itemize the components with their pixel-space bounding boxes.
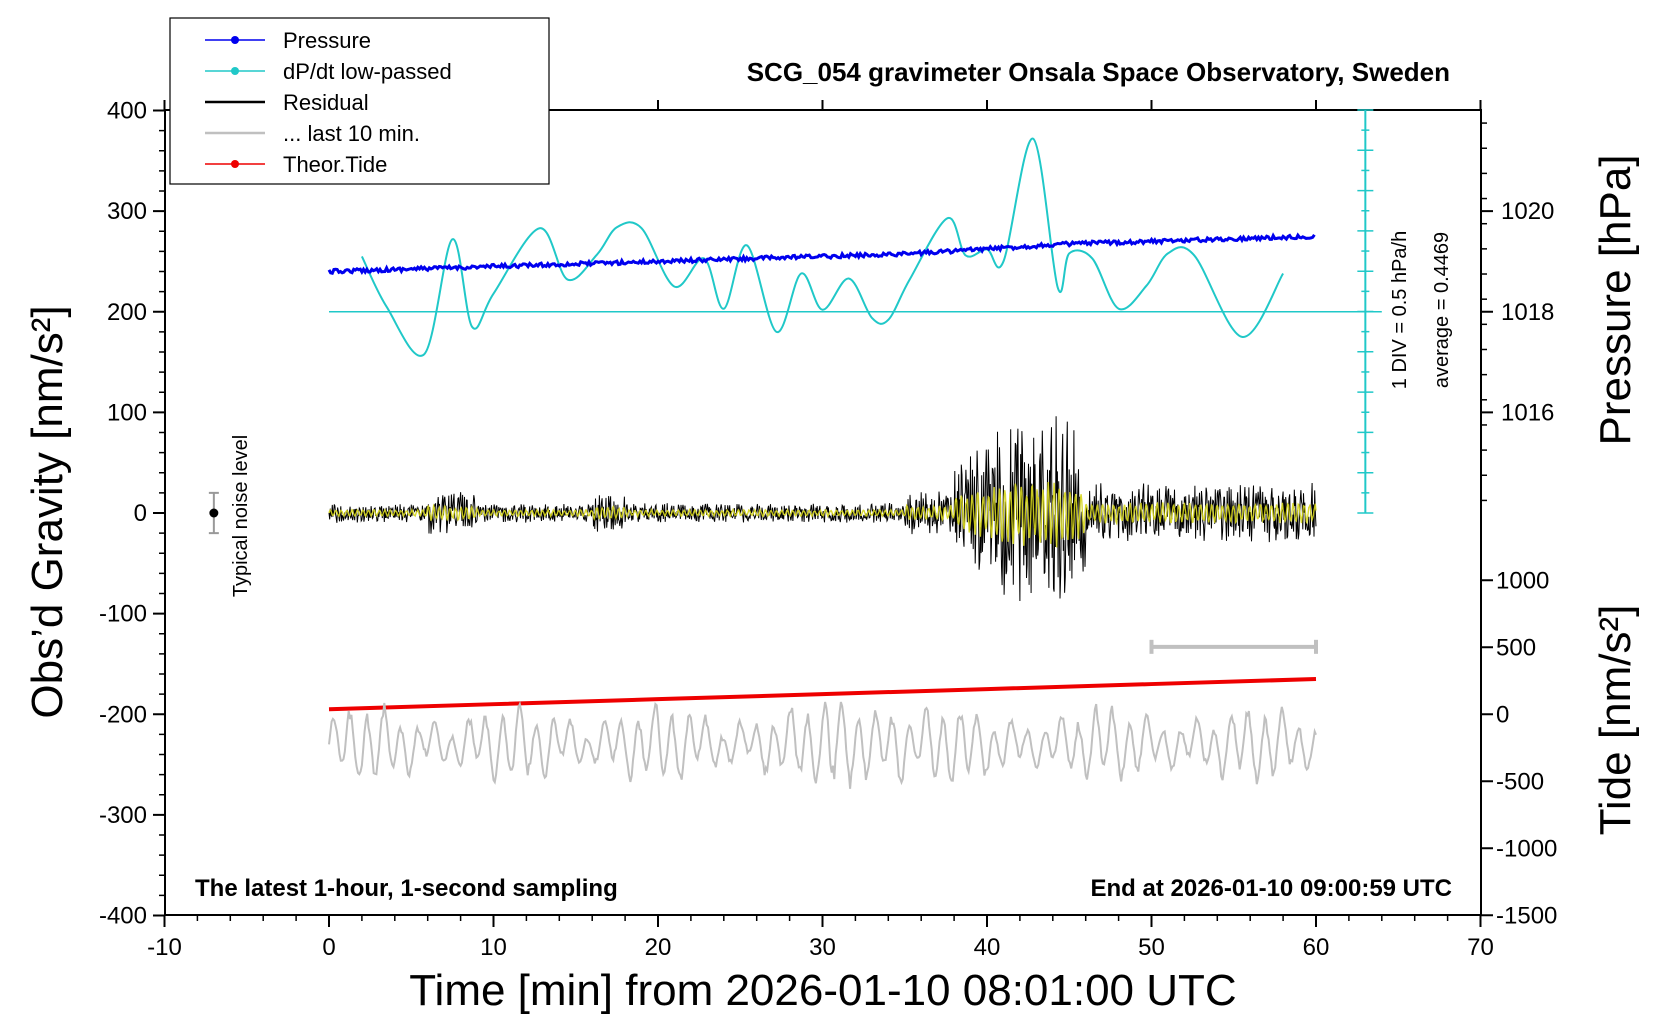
pressure-tick-label: 1018: [1501, 299, 1554, 326]
bottom-left-note: The latest 1-hour, 1-second sampling: [195, 875, 618, 902]
noise-level-label: Typical noise level: [230, 435, 252, 597]
tide-tick-label: 0: [1496, 701, 1509, 728]
tide-tick-label: 1000: [1496, 567, 1549, 594]
x-tick-label: 70: [1467, 934, 1494, 961]
tide-tick-label: -1500: [1496, 902, 1557, 929]
bottom-right-note: End at 2026-01-10 09:00:59 UTC: [1091, 875, 1453, 902]
x-axis-title: Time [min] from 2026-01-10 08:01:00 UTC: [409, 966, 1236, 1015]
left-tick-label: 0: [134, 500, 147, 527]
left-axis-title: Obs’d Gravity [nm/s²]: [23, 305, 72, 718]
x-tick-label: 60: [1303, 934, 1330, 961]
x-tick-label: 0: [322, 934, 335, 961]
tide-line: [328, 677, 1317, 712]
residual-filtered-line: [328, 481, 1317, 548]
tide-tick-label: -500: [1496, 768, 1544, 795]
left-tick-label: -100: [99, 601, 147, 628]
chart-title: SCG_054 gravimeter Onsala Space Observat…: [747, 57, 1450, 87]
left-tick-label: 400: [107, 98, 147, 125]
legend-marker: [231, 160, 239, 168]
left-tick-label: 300: [107, 198, 147, 225]
legend-marker: [231, 67, 239, 75]
tide-tick-label: -1000: [1496, 835, 1557, 862]
axis-ticks: -10 0 10 20 30 40 50 60 704003002001000-100-200-…: [99, 98, 1557, 962]
pressure-tick-label: 1016: [1501, 399, 1554, 426]
x-tick-label: 40: [974, 934, 1001, 961]
last-10-min-line: [328, 701, 1317, 789]
legend-label: Residual: [283, 90, 369, 115]
left-tick-label: -300: [99, 802, 147, 829]
tide-axis-title: Tide [nm/s²]: [1591, 605, 1640, 836]
dpdt-average-label: average = 0.4469: [1431, 232, 1453, 388]
series-layer: [208, 109, 1382, 789]
legend-marker: [231, 36, 239, 44]
x-tick-label: 50: [1138, 934, 1165, 961]
pressure-line: [327, 232, 1316, 276]
dpdt-scale-label: 1 DIV = 0.5 hPa/h: [1389, 231, 1411, 389]
x-tick-label: -10: [147, 934, 182, 961]
legend: Pressure dP/dt low-passed Residual ... last…: [169, 17, 550, 185]
x-tick-label: 30: [809, 934, 836, 961]
x-tick-label: 10: [480, 934, 507, 961]
legend-label: Theor.Tide: [283, 152, 387, 177]
dpdt-line: [361, 137, 1284, 357]
legend-label: ... last 10 min.: [283, 121, 420, 146]
left-tick-label: -200: [99, 701, 147, 728]
left-tick-label: 100: [107, 399, 147, 426]
pressure-axis-title: Pressure [hPa]: [1591, 154, 1640, 445]
x-tick-label: 20: [645, 934, 672, 961]
left-tick-label: 200: [107, 299, 147, 326]
pressure-tick-label: 1020: [1501, 198, 1554, 225]
tide-tick-label: 500: [1496, 634, 1536, 661]
legend-label: dP/dt low-passed: [283, 59, 452, 84]
noise-point: [209, 508, 219, 518]
legend-label: Pressure: [283, 28, 371, 53]
left-tick-label: -400: [99, 903, 147, 930]
